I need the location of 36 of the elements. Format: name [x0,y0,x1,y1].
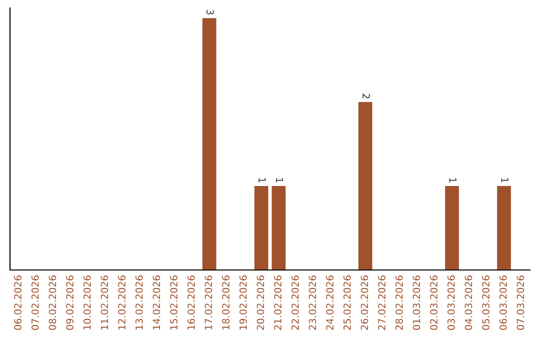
x-tick-label: 23.02.2026 [308,275,316,330]
x-tick-label: 17.02.2026 [204,275,212,330]
data-label: 3 [206,10,214,15]
x-tick-label: 25.02.2026 [343,275,351,330]
data-label: 1 [276,178,284,182]
x-tick-label: 16.02.2026 [187,275,195,330]
x-tick-label: 22.02.2026 [291,275,299,330]
x-tick-label: 12.02.2026 [118,275,126,330]
x-tick-label: 20.02.2026 [256,275,264,330]
x-tick-label: 07.02.2026 [31,275,39,330]
x-tick-label: 10.02.2026 [83,275,91,330]
data-label: 1 [258,178,266,182]
x-tick-label: 06.02.2026 [14,275,22,330]
x-tick-label: 03.03.2026 [447,275,455,330]
x-tick-label: 24.02.2026 [326,275,334,330]
data-label: 1 [501,178,508,182]
x-tick-label: 18.02.2026 [222,275,230,330]
x-tick-label: 08.02.2026 [48,275,56,330]
x-tick-label: 19.02.2026 [239,275,247,330]
x-tick-label: 05.03.2026 [482,275,490,330]
x-tick-label: 13.02.2026 [135,275,143,330]
x-tick-label: 02.03.2026 [430,275,438,330]
x-tick-label: 27.02.2026 [378,275,386,330]
x-tick-label: 14.02.2026 [152,275,160,330]
data-label: 1 [449,178,456,182]
x-tick-label: 28.02.2026 [395,275,403,330]
x-tick-label: 15.02.2026 [170,275,178,330]
x-tick-label: 01.03.2026 [412,275,420,330]
x-tick-label: 04.03.2026 [464,275,472,330]
x-tick-label: 26.02.2026 [360,275,368,330]
x-tick-label: 11.02.2026 [100,275,108,330]
x-tick-label: 21.02.2026 [274,275,282,330]
x-tick-label: 07.03.2026 [516,275,524,330]
x-tick-label: 06.03.2026 [499,275,507,330]
data-label: 2 [362,94,370,98]
x-tick-label: 09.02.2026 [66,275,74,330]
